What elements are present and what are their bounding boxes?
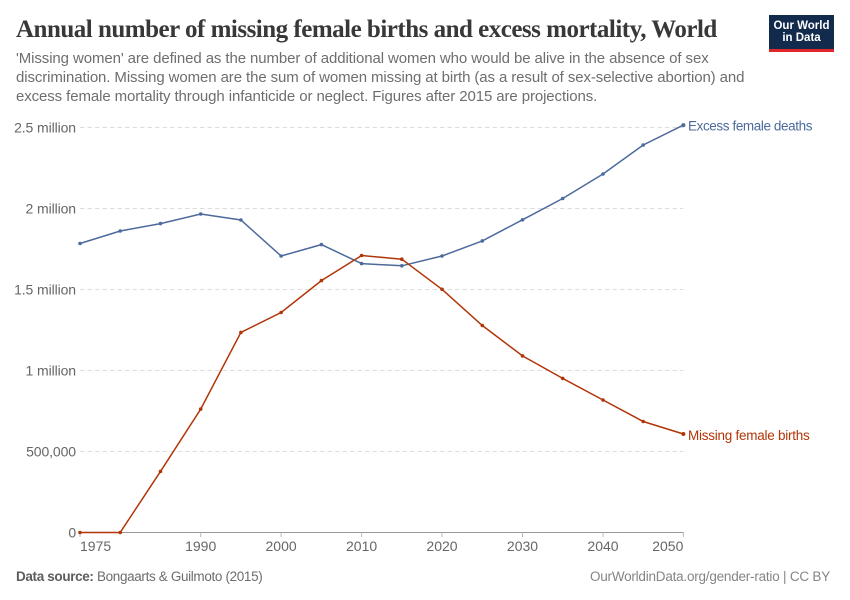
svg-text:1975: 1975 [80, 538, 111, 554]
svg-text:2050: 2050 [652, 538, 683, 554]
svg-text:2030: 2030 [507, 538, 538, 554]
svg-text:2 million: 2 million [26, 201, 76, 217]
svg-text:2010: 2010 [346, 538, 377, 554]
svg-text:2040: 2040 [587, 538, 618, 554]
svg-text:1 million: 1 million [26, 363, 76, 379]
svg-text:500,000: 500,000 [26, 444, 76, 460]
svg-text:2.5 million: 2.5 million [14, 120, 76, 136]
svg-text:Missing female births: Missing female births [688, 428, 810, 443]
svg-text:Excess female deaths: Excess female deaths [688, 119, 813, 134]
svg-text:1.5 million: 1.5 million [14, 282, 76, 298]
svg-text:2000: 2000 [266, 538, 297, 554]
svg-text:1990: 1990 [185, 538, 216, 554]
svg-text:2020: 2020 [426, 538, 457, 554]
svg-text:0: 0 [68, 525, 76, 541]
